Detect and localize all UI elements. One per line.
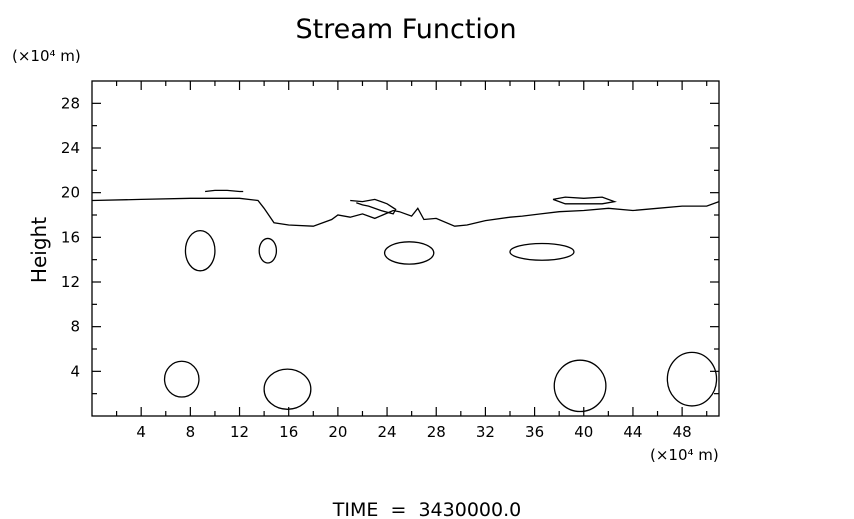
x-tick-label: 24 — [378, 423, 397, 441]
closed-contour — [258, 237, 278, 264]
closed-contour — [509, 242, 575, 261]
axis-ticks — [92, 81, 719, 416]
closed-contour — [263, 368, 312, 410]
x-tick-label: 8 — [186, 423, 196, 441]
x-tick-labels: 4 8 12 16 20 24 28 32 36 40 44 48 — [136, 423, 691, 441]
contour-line — [552, 196, 617, 205]
y-tick-label: 8 — [70, 318, 80, 336]
y-unit-label: (×10⁴ m) — [12, 47, 81, 65]
x-tick-label: 44 — [623, 423, 642, 441]
y-tick-label: 4 — [70, 362, 80, 380]
y-tick-label: 20 — [61, 184, 80, 202]
closed-contour — [163, 360, 200, 398]
y-tick-label: 12 — [61, 273, 80, 291]
closed-contour — [383, 241, 435, 265]
contour-line — [205, 189, 244, 193]
x-tick-label: 4 — [136, 423, 146, 441]
time-footer: TIME = 3430000.0 — [332, 499, 521, 519]
y-tick-label: 16 — [61, 228, 80, 246]
x-tick-label: 20 — [328, 423, 347, 441]
x-tick-label: 28 — [427, 423, 446, 441]
x-tick-label: 36 — [525, 423, 544, 441]
y-tick-labels: 4 8 12 16 20 24 28 — [61, 94, 80, 380]
x-tick-label: 32 — [476, 423, 495, 441]
x-tick-label: 48 — [673, 423, 692, 441]
x-tick-label: 12 — [230, 423, 249, 441]
y-tick-label: 28 — [61, 94, 80, 112]
plot-frame — [91, 80, 720, 417]
contour-line — [350, 198, 397, 215]
contour-lines — [91, 189, 720, 413]
closed-contour — [666, 351, 718, 407]
contour-line — [91, 197, 720, 227]
closed-contour — [553, 359, 607, 413]
chart-title: Stream Function — [295, 14, 516, 45]
closed-contour — [184, 229, 216, 272]
x-unit-label: (×10⁴ m) — [650, 446, 719, 464]
y-tick-label: 24 — [61, 139, 80, 157]
y-axis-label: Height — [27, 217, 51, 283]
x-tick-label: 16 — [279, 423, 298, 441]
x-tick-label: 40 — [574, 423, 593, 441]
